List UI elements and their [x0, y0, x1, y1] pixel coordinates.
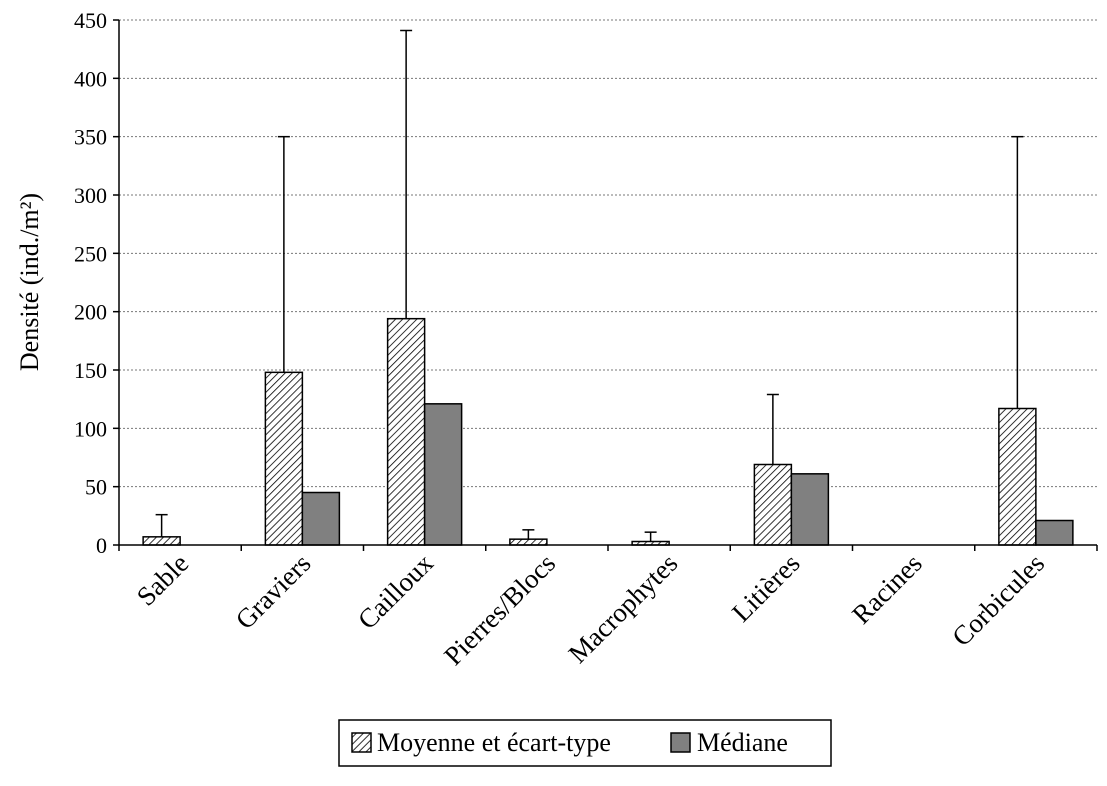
y-tick-label: 50: [85, 475, 107, 500]
legend: Moyenne et écart-type Médiane: [338, 719, 832, 767]
x-tick-label: Pierres/Blocs: [438, 548, 561, 671]
bar-median: [301, 491, 341, 546]
bar-mean: [753, 463, 793, 546]
y-tick-label: 400: [74, 66, 107, 91]
y-tick-label: 300: [74, 183, 107, 208]
x-tick-label: Sable: [131, 548, 195, 612]
legend-label-median: Médiane: [697, 728, 788, 757]
bar-median: [423, 403, 463, 546]
gridlines: [119, 19, 1097, 488]
legend-swatch-median: [670, 732, 691, 753]
y-tick-label: 150: [74, 358, 107, 383]
y-tick-label: 250: [74, 241, 107, 266]
bar-mean: [509, 538, 548, 546]
bars-layer: [142, 317, 1074, 546]
bar-median: [790, 473, 830, 546]
legend-swatch-mean: [351, 732, 372, 753]
y-tick-label: 200: [74, 300, 107, 325]
bar-mean: [264, 371, 304, 546]
x-tick-label: Corbicules: [946, 548, 1050, 652]
y-tick-label: 450: [74, 8, 107, 33]
x-tick-label: Racines: [846, 548, 928, 630]
y-tick-label: 0: [96, 533, 107, 558]
x-tick-labels: Sable Graviers Cailloux Pierres/Blocs Macrop…: [131, 548, 1050, 671]
axes: [113, 19, 1098, 551]
y-tick-labels: 0 50 100 150 200 250 300 350 400 450: [74, 8, 107, 558]
x-tick-label: Cailloux: [352, 548, 439, 635]
y-axis-title: Densité (ind./m²): [15, 193, 44, 371]
bar-mean: [142, 536, 181, 546]
x-tick-label: Macrophytes: [562, 548, 683, 669]
x-tick-label: Graviers: [230, 548, 317, 635]
bar-median: [1035, 519, 1074, 546]
legend-box: [338, 719, 832, 767]
error-bars-layer: [155, 29, 1024, 542]
bar-mean: [386, 317, 426, 546]
x-tick-label: Litières: [726, 548, 806, 628]
bar-mean: [998, 407, 1037, 546]
legend-label-mean: Moyenne et écart-type: [377, 728, 611, 757]
y-tick-label: 100: [74, 416, 107, 441]
y-tick-label: 350: [74, 125, 107, 150]
